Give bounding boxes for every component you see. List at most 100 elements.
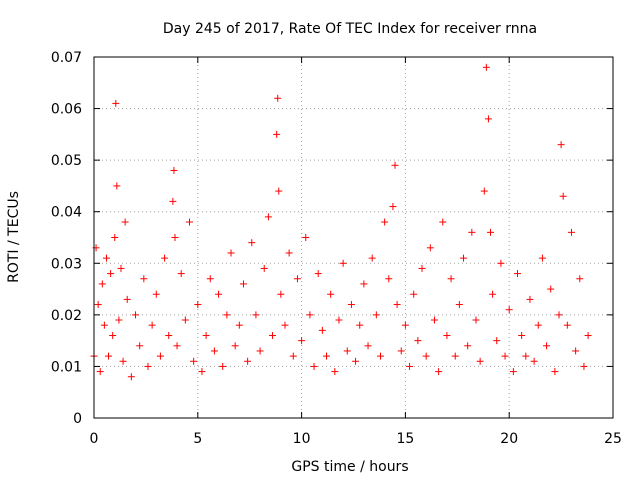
data-point xyxy=(260,264,268,272)
data-point xyxy=(376,352,384,360)
grid xyxy=(94,57,613,418)
data-point xyxy=(244,357,252,365)
data-point xyxy=(426,244,434,252)
data-point xyxy=(406,362,414,370)
data-point xyxy=(115,316,123,324)
data-point xyxy=(580,362,588,370)
data-point xyxy=(352,357,360,365)
data-point xyxy=(277,290,285,298)
data-point xyxy=(547,285,555,293)
data-point xyxy=(194,301,202,309)
data-point xyxy=(447,275,455,283)
data-markers xyxy=(90,63,592,381)
data-point xyxy=(505,306,513,314)
data-point xyxy=(127,373,135,381)
data-point xyxy=(281,321,289,329)
data-point xyxy=(113,182,121,190)
data-point xyxy=(487,228,495,236)
data-point xyxy=(335,316,343,324)
data-point xyxy=(509,368,517,376)
data-point xyxy=(171,234,179,241)
data-point xyxy=(198,368,206,376)
data-point xyxy=(493,337,501,345)
data-point xyxy=(256,347,264,355)
data-point xyxy=(518,331,526,339)
data-point xyxy=(248,239,256,247)
data-point xyxy=(356,321,364,329)
data-point xyxy=(430,316,438,324)
y-tick-label: 0.07 xyxy=(51,50,82,66)
data-point xyxy=(555,311,563,319)
data-point xyxy=(111,234,119,241)
data-point xyxy=(112,99,120,107)
data-point xyxy=(219,362,227,370)
data-point xyxy=(534,321,542,329)
data-point xyxy=(285,249,293,257)
data-point xyxy=(123,295,131,303)
data-point xyxy=(152,290,160,298)
y-tick-label: 0.06 xyxy=(51,102,82,118)
data-point xyxy=(223,311,231,319)
data-point xyxy=(298,337,306,345)
data-point xyxy=(401,321,409,329)
y-tick-labels: 0 0.01 0.02 0.03 0.04 0.05 0.06 0.07 xyxy=(51,50,82,427)
data-point xyxy=(331,368,339,376)
data-point xyxy=(231,342,239,350)
data-point xyxy=(185,218,193,226)
data-point xyxy=(368,254,376,262)
data-point xyxy=(372,311,380,319)
data-point xyxy=(501,352,509,360)
data-point xyxy=(476,357,484,365)
data-point xyxy=(543,342,551,350)
data-point xyxy=(289,352,297,360)
data-point xyxy=(391,161,399,169)
data-point xyxy=(482,63,490,71)
x-tick-label: 25 xyxy=(604,431,622,447)
data-point xyxy=(117,264,125,272)
data-point xyxy=(273,130,281,138)
y-tick-label: 0 xyxy=(73,411,82,427)
data-point xyxy=(343,347,351,355)
data-point xyxy=(144,362,152,370)
x-axis-label: GPS time / hours xyxy=(291,459,408,475)
y-axis-label: ROTI / TECUs xyxy=(6,191,22,283)
data-point xyxy=(310,362,318,370)
data-point xyxy=(132,311,140,319)
plot-frame xyxy=(93,56,614,419)
y-tick-label: 0.03 xyxy=(51,256,82,272)
data-point xyxy=(526,295,534,303)
data-point xyxy=(215,290,223,298)
data-point xyxy=(102,254,110,262)
data-point xyxy=(275,187,283,195)
data-point xyxy=(98,280,106,288)
data-point xyxy=(136,342,144,350)
data-point xyxy=(96,368,104,376)
data-point xyxy=(530,357,538,365)
data-point xyxy=(418,264,426,272)
data-point xyxy=(302,234,310,241)
data-point xyxy=(514,270,522,278)
x-tick-label: 10 xyxy=(293,431,311,447)
data-point xyxy=(572,347,580,355)
data-point xyxy=(439,218,447,226)
data-point xyxy=(584,331,592,339)
data-point xyxy=(480,187,488,195)
data-point xyxy=(410,290,418,298)
data-point xyxy=(148,321,156,329)
axis-ticks xyxy=(93,56,614,419)
data-point xyxy=(327,290,335,298)
data-point xyxy=(94,301,102,309)
data-point xyxy=(181,316,189,324)
data-point xyxy=(235,321,243,329)
data-point xyxy=(422,352,430,360)
data-point xyxy=(563,321,571,329)
data-point xyxy=(252,311,260,319)
data-point xyxy=(397,347,405,355)
data-point xyxy=(177,270,185,278)
data-point xyxy=(451,352,459,360)
data-point xyxy=(347,301,355,309)
data-point xyxy=(156,352,164,360)
data-point xyxy=(455,301,463,309)
data-point xyxy=(161,254,169,262)
